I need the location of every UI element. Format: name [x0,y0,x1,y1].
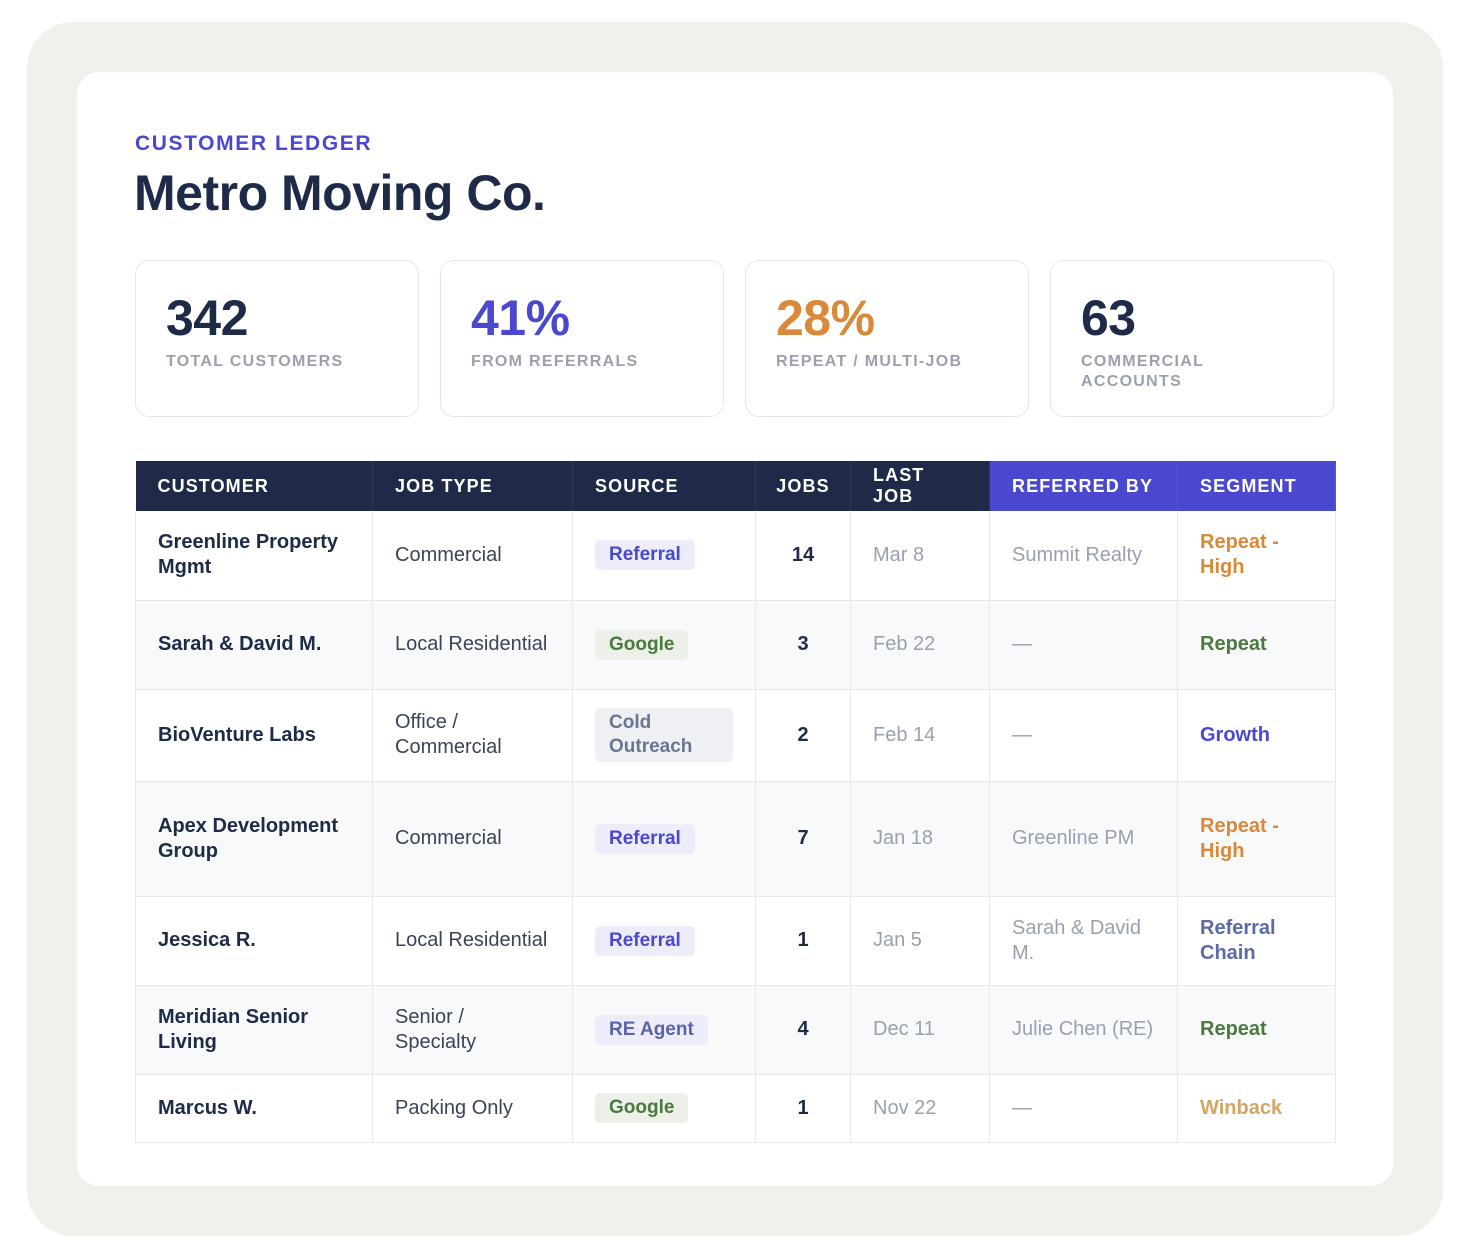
job-type: Local Residential [372,600,573,690]
column-header-referred-by[interactable]: REFERRED BY [989,461,1178,511]
customer-name: Greenline Property Mgmt [135,511,373,601]
column-header-segment[interactable]: SEGMENT [1177,461,1336,511]
segment-label: Repeat - High [1177,511,1336,601]
last-job-date: Dec 11 [850,985,990,1075]
source-badge: Referral [595,540,695,571]
referred-by: Greenline PM [989,781,1178,897]
table-row[interactable]: Apex Development Group Commercial Referr… [135,781,1336,897]
source-badge: RE Agent [595,1014,708,1045]
source-cell: Google [572,1074,756,1143]
stat-value: 342 [166,290,248,346]
referred-by: Sarah & David M. [989,896,1178,986]
source-cell: RE Agent [572,985,756,1075]
source-badge: Referral [595,925,695,956]
last-job-date: Nov 22 [850,1074,990,1143]
table-row[interactable]: Jessica R. Local Residential Referral 1 … [135,896,1336,986]
last-job-date: Feb 22 [850,600,990,690]
source-cell: Cold Outreach [572,689,756,782]
job-type: Local Residential [372,896,573,986]
stats-row: 342 TOTAL CUSTOMERS 41% FROM REFERRALS 2… [135,260,1335,417]
jobs-count: 7 [755,781,851,897]
table-row[interactable]: Meridian Senior Living Senior / Specialt… [135,985,1336,1075]
segment-label: Repeat - High [1177,781,1336,897]
source-cell: Google [572,600,756,690]
jobs-count: 1 [755,1074,851,1143]
eyebrow-label: CUSTOMER LEDGER [135,132,373,155]
customer-name: Marcus W. [135,1074,373,1143]
referred-by: Julie Chen (RE) [989,985,1178,1075]
jobs-count: 1 [755,896,851,986]
customer-name: Jessica R. [135,896,373,986]
table-row[interactable]: Sarah & David M. Local Residential Googl… [135,600,1336,690]
column-header-last-job[interactable]: LAST JOB [850,461,990,511]
page-background: CUSTOMER LEDGER Metro Moving Co. 342 TOT… [27,22,1443,1236]
stat-label: TOTAL CUSTOMERS [166,353,344,370]
page-title: Metro Moving Co. [134,165,546,221]
customer-name: Apex Development Group [135,781,373,897]
job-type: Commercial [372,781,573,897]
segment-label: Repeat [1177,985,1336,1075]
stat-label: REPEAT / MULTI-JOB [776,353,963,370]
segment-label: Repeat [1177,600,1336,690]
source-badge: Cold Outreach [595,708,733,762]
jobs-count: 2 [755,689,851,782]
last-job-date: Mar 8 [850,511,990,601]
segment-label: Winback [1177,1074,1336,1143]
job-type: Office / Commercial [372,689,573,782]
source-cell: Referral [572,781,756,897]
source-cell: Referral [572,511,756,601]
source-badge: Google [595,1093,689,1123]
last-job-date: Feb 14 [850,689,990,782]
stat-value: 63 [1081,290,1136,346]
segment-label: Referral Chain [1177,896,1336,986]
stat-card-from-referrals: 41% FROM REFERRALS [440,260,724,417]
job-type: Commercial [372,511,573,601]
jobs-count: 14 [755,511,851,601]
customer-name: Meridian Senior Living [135,985,373,1075]
customer-table: CUSTOMER JOB TYPE SOURCE JOBS LAST JOB R… [135,461,1336,1143]
stat-value: 28% [776,290,875,346]
ledger-card: CUSTOMER LEDGER Metro Moving Co. 342 TOT… [77,72,1393,1186]
column-header-job-type[interactable]: JOB TYPE [372,461,573,511]
last-job-date: Jan 5 [850,896,990,986]
stat-card-repeat: 28% REPEAT / MULTI-JOB [745,260,1029,417]
column-header-jobs[interactable]: JOBS [755,461,851,511]
customer-name: Sarah & David M. [135,600,373,690]
stat-label: FROM REFERRALS [471,353,639,370]
table-row[interactable]: Marcus W. Packing Only Google 1 Nov 22 —… [135,1074,1336,1143]
stat-label: COMMERCIAL ACCOUNTS [1081,353,1204,390]
segment-label: Growth [1177,689,1336,782]
stat-card-total-customers: 342 TOTAL CUSTOMERS [135,260,419,417]
customer-name: BioVenture Labs [135,689,373,782]
referred-by: — [989,600,1178,690]
source-badge: Google [595,629,689,660]
source-badge: Referral [595,823,695,854]
referred-by: — [989,1074,1178,1143]
jobs-count: 3 [755,600,851,690]
referred-by: — [989,689,1178,782]
table-row[interactable]: BioVenture Labs Office / Commercial Cold… [135,689,1336,782]
last-job-date: Jan 18 [850,781,990,897]
referred-by: Summit Realty [989,511,1178,601]
source-cell: Referral [572,896,756,986]
table-header-row: CUSTOMER JOB TYPE SOURCE JOBS LAST JOB R… [135,461,1336,511]
stat-card-commercial-accounts: 63 COMMERCIAL ACCOUNTS [1050,260,1334,417]
table-row[interactable]: Greenline Property Mgmt Commercial Refer… [135,511,1336,601]
column-header-customer[interactable]: CUSTOMER [135,461,373,511]
job-type: Packing Only [372,1074,573,1143]
column-header-source[interactable]: SOURCE [572,461,756,511]
stat-value: 41% [471,290,570,346]
job-type: Senior / Specialty [372,985,573,1075]
jobs-count: 4 [755,985,851,1075]
